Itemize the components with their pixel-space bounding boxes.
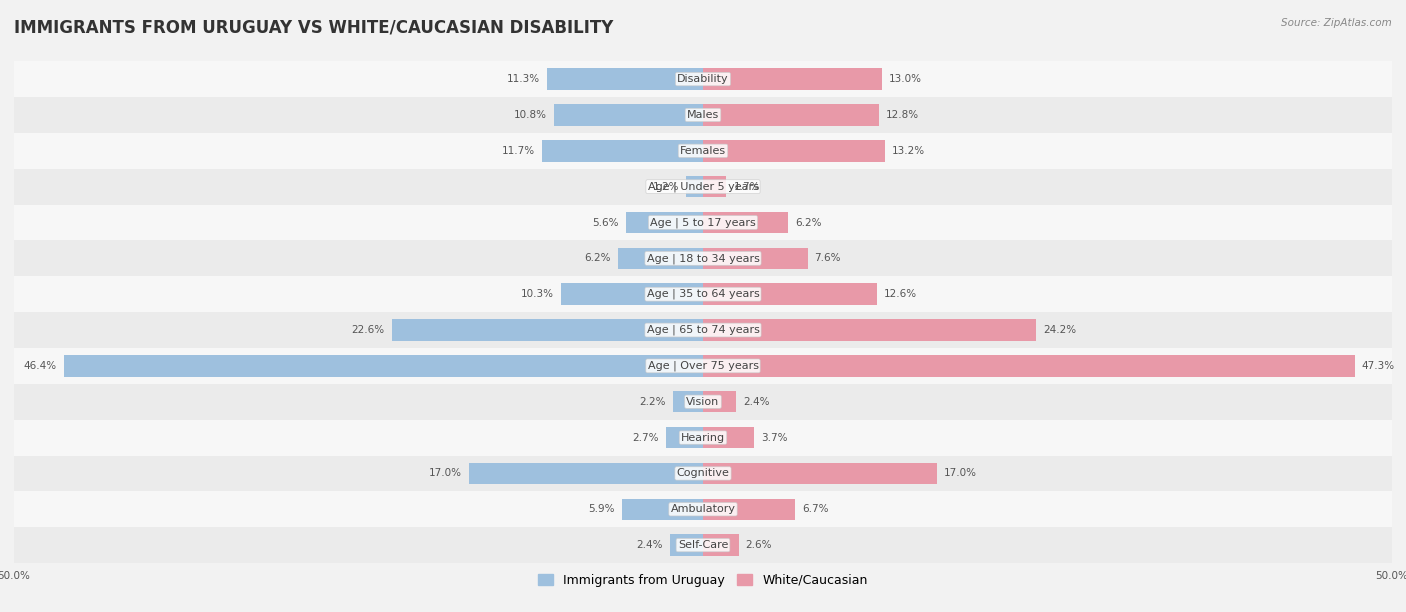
Bar xyxy=(554,104,703,125)
Text: Cognitive: Cognitive xyxy=(676,468,730,479)
Text: Females: Females xyxy=(681,146,725,156)
Text: 17.0%: 17.0% xyxy=(429,468,463,479)
Text: 12.6%: 12.6% xyxy=(883,289,917,299)
Bar xyxy=(621,499,703,520)
Text: 2.4%: 2.4% xyxy=(742,397,769,407)
Text: Self-Care: Self-Care xyxy=(678,540,728,550)
Text: 46.4%: 46.4% xyxy=(24,361,56,371)
Text: 2.7%: 2.7% xyxy=(633,433,659,442)
Text: 6.7%: 6.7% xyxy=(803,504,828,514)
Text: 24.2%: 24.2% xyxy=(1043,325,1077,335)
Text: Source: ZipAtlas.com: Source: ZipAtlas.com xyxy=(1281,18,1392,28)
Bar xyxy=(669,534,703,556)
Bar xyxy=(14,241,1392,276)
Text: Vision: Vision xyxy=(686,397,720,407)
Bar xyxy=(14,384,1392,420)
Bar xyxy=(561,283,703,305)
Text: 6.2%: 6.2% xyxy=(583,253,610,263)
Bar xyxy=(703,176,727,198)
Bar xyxy=(703,248,807,269)
Text: Disability: Disability xyxy=(678,74,728,84)
Text: Hearing: Hearing xyxy=(681,433,725,442)
Bar xyxy=(392,319,703,341)
Text: 1.7%: 1.7% xyxy=(734,182,759,192)
Text: Males: Males xyxy=(688,110,718,120)
Text: 11.3%: 11.3% xyxy=(508,74,540,84)
Bar xyxy=(63,355,703,376)
Bar xyxy=(541,140,703,162)
Bar xyxy=(703,391,737,412)
Text: 1.2%: 1.2% xyxy=(652,182,679,192)
Text: 2.6%: 2.6% xyxy=(745,540,772,550)
Bar xyxy=(14,133,1392,169)
Bar xyxy=(14,276,1392,312)
Bar xyxy=(666,427,703,449)
Text: Age | 35 to 64 years: Age | 35 to 64 years xyxy=(647,289,759,299)
Bar xyxy=(468,463,703,484)
Text: 2.2%: 2.2% xyxy=(640,397,666,407)
Bar xyxy=(14,420,1392,455)
Bar xyxy=(703,319,1036,341)
Bar xyxy=(703,104,879,125)
Bar xyxy=(14,61,1392,97)
Text: 2.4%: 2.4% xyxy=(637,540,664,550)
Text: Age | 5 to 17 years: Age | 5 to 17 years xyxy=(650,217,756,228)
Text: 17.0%: 17.0% xyxy=(945,468,977,479)
Text: 13.0%: 13.0% xyxy=(889,74,922,84)
Bar xyxy=(14,455,1392,491)
Bar xyxy=(703,427,754,449)
Text: 10.8%: 10.8% xyxy=(515,110,547,120)
Text: 5.9%: 5.9% xyxy=(588,504,614,514)
Legend: Immigrants from Uruguay, White/Caucasian: Immigrants from Uruguay, White/Caucasian xyxy=(533,569,873,592)
Bar xyxy=(14,527,1392,563)
Bar xyxy=(617,248,703,269)
Text: 22.6%: 22.6% xyxy=(352,325,385,335)
Bar xyxy=(14,97,1392,133)
Bar xyxy=(14,491,1392,527)
Text: 3.7%: 3.7% xyxy=(761,433,787,442)
Text: 13.2%: 13.2% xyxy=(891,146,925,156)
Text: Age | 65 to 74 years: Age | 65 to 74 years xyxy=(647,325,759,335)
Text: IMMIGRANTS FROM URUGUAY VS WHITE/CAUCASIAN DISABILITY: IMMIGRANTS FROM URUGUAY VS WHITE/CAUCASI… xyxy=(14,18,613,36)
Bar xyxy=(703,140,884,162)
Bar xyxy=(14,204,1392,241)
Text: 10.3%: 10.3% xyxy=(522,289,554,299)
Bar xyxy=(703,355,1355,376)
Text: 6.2%: 6.2% xyxy=(796,217,823,228)
Text: 5.6%: 5.6% xyxy=(592,217,619,228)
Bar xyxy=(703,534,738,556)
Text: Age | Under 5 years: Age | Under 5 years xyxy=(648,181,758,192)
Text: 47.3%: 47.3% xyxy=(1361,361,1395,371)
Bar xyxy=(703,463,938,484)
Text: 7.6%: 7.6% xyxy=(814,253,841,263)
Bar xyxy=(626,212,703,233)
Text: Age | Over 75 years: Age | Over 75 years xyxy=(648,360,758,371)
Bar xyxy=(14,312,1392,348)
Bar xyxy=(14,169,1392,204)
Bar xyxy=(703,212,789,233)
Bar xyxy=(672,391,703,412)
Bar xyxy=(14,348,1392,384)
Text: Ambulatory: Ambulatory xyxy=(671,504,735,514)
Bar xyxy=(547,69,703,90)
Bar xyxy=(703,283,876,305)
Bar xyxy=(686,176,703,198)
Text: 12.8%: 12.8% xyxy=(886,110,920,120)
Text: 11.7%: 11.7% xyxy=(502,146,534,156)
Bar xyxy=(703,69,882,90)
Text: Age | 18 to 34 years: Age | 18 to 34 years xyxy=(647,253,759,264)
Bar xyxy=(703,499,796,520)
